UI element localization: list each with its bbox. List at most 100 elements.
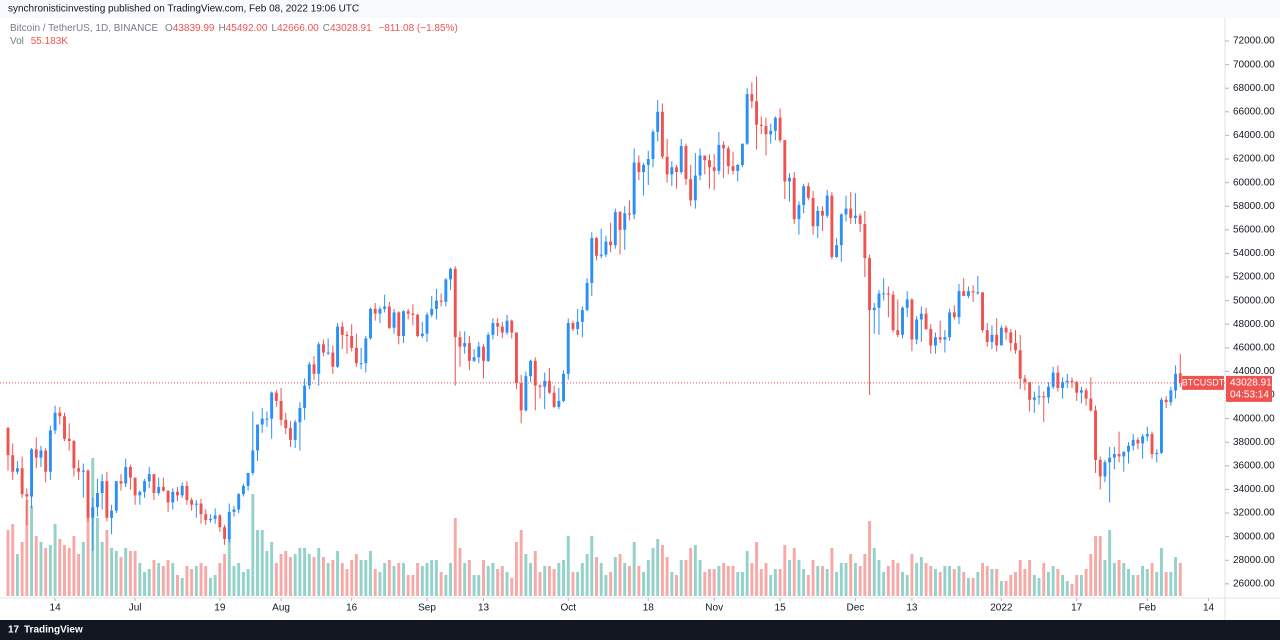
volume-bar <box>20 542 24 596</box>
candle-body <box>693 175 697 201</box>
candle-body <box>81 470 85 472</box>
volume-bar <box>995 569 999 596</box>
symbol-title: Bitcoin / TetherUS, 1D, BINANCE <box>10 23 159 34</box>
candle-body <box>430 308 434 315</box>
candle-body <box>957 291 961 318</box>
volume-bar <box>910 554 914 596</box>
candle-body <box>759 124 763 126</box>
candle-body <box>966 291 970 296</box>
candle-body <box>486 334 490 361</box>
volume-bar <box>482 560 485 596</box>
volume-bar <box>491 563 495 596</box>
candle-body <box>642 164 646 172</box>
volume-bar <box>632 542 636 596</box>
volume-bar <box>929 566 933 596</box>
candle-body <box>1098 459 1102 477</box>
volume-bar <box>557 563 561 596</box>
volume-bar <box>472 575 476 596</box>
candle-body <box>491 323 495 335</box>
volume-bar <box>336 551 340 596</box>
volume-bar <box>321 557 325 596</box>
last-price-label: 43028.91 <box>1230 378 1272 389</box>
volume-bar <box>1061 575 1065 596</box>
candle-body <box>105 481 109 518</box>
candle-body <box>835 245 839 257</box>
candle-body <box>20 468 24 495</box>
candle-body <box>919 313 923 320</box>
volume-bar <box>712 569 716 596</box>
volume-bar <box>1141 566 1145 596</box>
volume-bar <box>533 551 537 596</box>
volume-bar <box>63 545 66 596</box>
volume-bar <box>392 566 396 596</box>
y-tick-label: 66000.00 <box>1233 106 1275 117</box>
candle-body <box>839 214 843 246</box>
volume-bar <box>317 548 321 596</box>
candle-body <box>505 320 509 333</box>
candle-body <box>750 94 754 102</box>
candle-body <box>114 481 118 511</box>
candle-body <box>63 416 66 439</box>
candle-body <box>326 352 330 354</box>
volume-bar <box>905 575 909 596</box>
volume-bar <box>1051 566 1055 596</box>
volume-bar <box>821 566 824 596</box>
candle-body <box>726 148 730 167</box>
volume-bar <box>463 563 467 596</box>
candle-body <box>1032 397 1036 400</box>
candle-body <box>519 383 523 411</box>
candle-body <box>806 186 810 198</box>
candle-body <box>284 419 288 429</box>
candle-body <box>260 418 264 425</box>
volume-bar <box>100 542 104 596</box>
volume-bar <box>1112 563 1116 596</box>
volume-bar <box>1018 560 1022 596</box>
volume-bar <box>571 572 575 596</box>
candle-body <box>439 300 443 302</box>
volume-bar <box>595 557 598 596</box>
volume-bar <box>745 551 749 596</box>
candle-body <box>317 344 321 374</box>
candle-body <box>1145 433 1149 437</box>
candle-body <box>359 363 363 365</box>
volume-bar <box>1127 569 1130 596</box>
volume-bar <box>811 560 815 596</box>
volume-bar <box>86 476 90 596</box>
candle-body <box>595 238 598 256</box>
volume-bar <box>486 566 490 596</box>
candle-body <box>1136 439 1140 444</box>
volume-bar <box>844 563 848 596</box>
candle-body <box>1141 436 1145 444</box>
y-tick-label: 54000.00 <box>1233 248 1275 259</box>
volume-bar <box>44 548 48 596</box>
volume-bar <box>656 539 660 596</box>
volume-bar <box>199 563 203 596</box>
candle-body <box>449 268 453 280</box>
candle-body <box>773 117 777 131</box>
volume-bar <box>326 563 330 596</box>
candle-body <box>811 197 815 227</box>
volume-bar <box>434 560 438 596</box>
candle-body <box>223 527 227 539</box>
volume-bar <box>95 518 99 596</box>
volume-bar <box>623 563 627 596</box>
volume-bar <box>477 575 481 596</box>
candle-body <box>849 208 853 219</box>
volume-bar <box>938 572 942 596</box>
volume-bar <box>552 569 556 596</box>
volume-bar <box>1028 560 1032 596</box>
candle-body <box>613 212 617 246</box>
volume-bar <box>1042 563 1046 596</box>
y-tick-label: 58000.00 <box>1233 201 1275 212</box>
candle-body <box>1037 396 1041 398</box>
volume-bar <box>703 572 707 596</box>
candle-body <box>736 164 740 171</box>
candle-body <box>670 167 674 175</box>
volume-bar <box>1159 548 1163 596</box>
volume-bar <box>1065 581 1069 596</box>
candle-body <box>825 195 829 216</box>
candle-body <box>543 380 547 387</box>
candle-body <box>891 294 895 331</box>
candle-body <box>962 291 966 296</box>
